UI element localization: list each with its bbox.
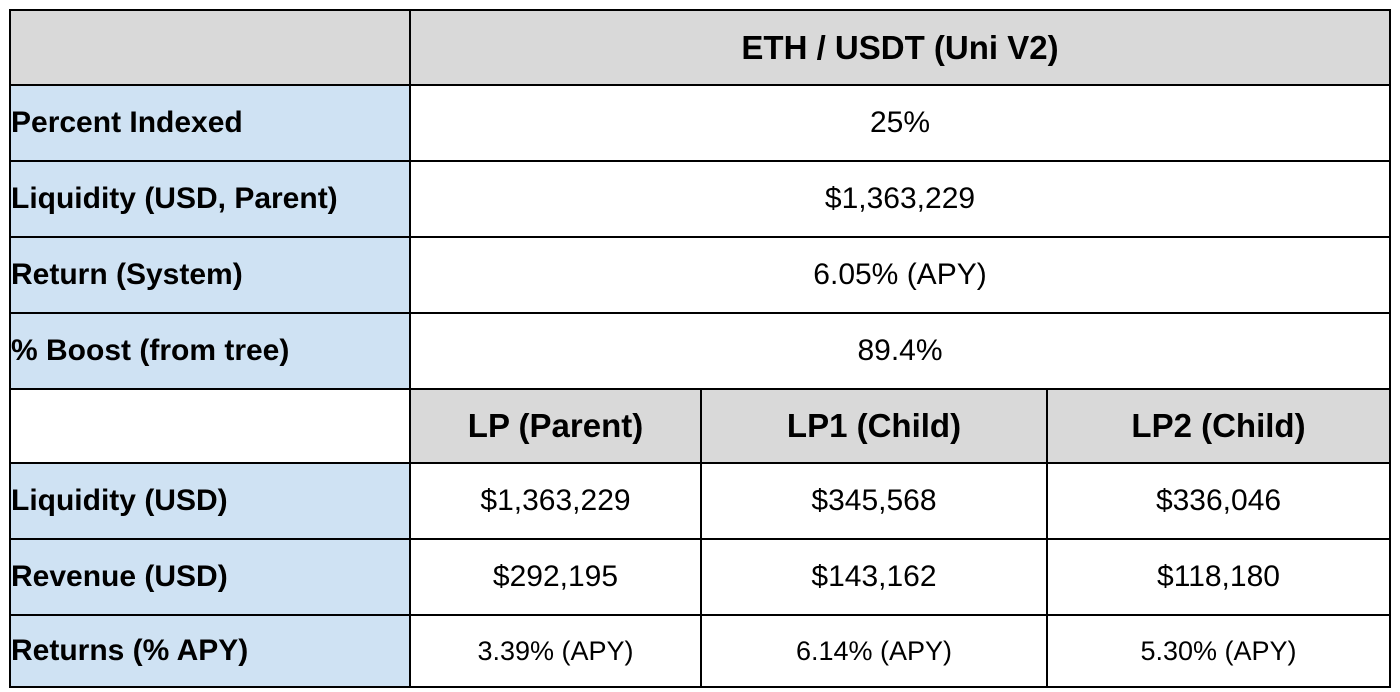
row-label: Returns (% APY) [9, 614, 411, 688]
table-cell: $292,195 [409, 538, 702, 616]
table-row: LP (Parent) LP1 (Child) LP2 (Child) [9, 388, 1392, 464]
row-label: Liquidity (USD) [9, 462, 411, 540]
row-label: Revenue (USD) [9, 538, 411, 616]
blank-cell [9, 388, 411, 464]
summary-value: 6.05% (APY) [408, 236, 1392, 314]
table-row: Liquidity (USD, Parent) $1,363,229 [9, 160, 1392, 238]
table-row: Return (System) 6.05% (APY) [9, 236, 1392, 314]
table-row: Percent Indexed 25% [9, 84, 1392, 162]
row-label: Percent Indexed [9, 84, 411, 162]
row-label: % Boost (from tree) [9, 312, 411, 390]
table-row: Revenue (USD) $292,195 $143,162 $118,180 [9, 538, 1392, 616]
row-label: Liquidity (USD, Parent) [9, 160, 411, 238]
table-cell: 3.39% (APY) [409, 614, 702, 688]
table-cell: $1,363,229 [409, 462, 702, 540]
summary-value: 89.4% [408, 312, 1392, 390]
corner-cell [9, 9, 411, 86]
table-cell: $345,568 [700, 462, 1048, 540]
table-cell: $336,046 [1045, 462, 1392, 540]
table-cell: $143,162 [700, 538, 1048, 616]
table-row: Liquidity (USD) $1,363,229 $345,568 $336… [9, 462, 1392, 540]
summary-value: 25% [408, 84, 1392, 162]
table-row: % Boost (from tree) 89.4% [9, 312, 1392, 390]
row-label: Return (System) [9, 236, 411, 314]
eth-usdt-table: ETH / USDT (Uni V2) Percent Indexed 25% … [9, 9, 1392, 688]
column-header: LP2 (Child) [1045, 388, 1392, 464]
table-cell: $118,180 [1045, 538, 1392, 616]
column-header: LP (Parent) [409, 388, 702, 464]
table-cell: 6.14% (APY) [700, 614, 1048, 688]
table-cell: 5.30% (APY) [1045, 614, 1392, 688]
table-row: ETH / USDT (Uni V2) [9, 9, 1392, 86]
table-row: Returns (% APY) 3.39% (APY) 6.14% (APY) … [9, 614, 1392, 688]
spreadsheet-table: ETH / USDT (Uni V2) Percent Indexed 25% … [9, 9, 1392, 688]
column-header: LP1 (Child) [700, 388, 1048, 464]
summary-value: $1,363,229 [408, 160, 1392, 238]
pair-title-cell: ETH / USDT (Uni V2) [408, 9, 1392, 86]
